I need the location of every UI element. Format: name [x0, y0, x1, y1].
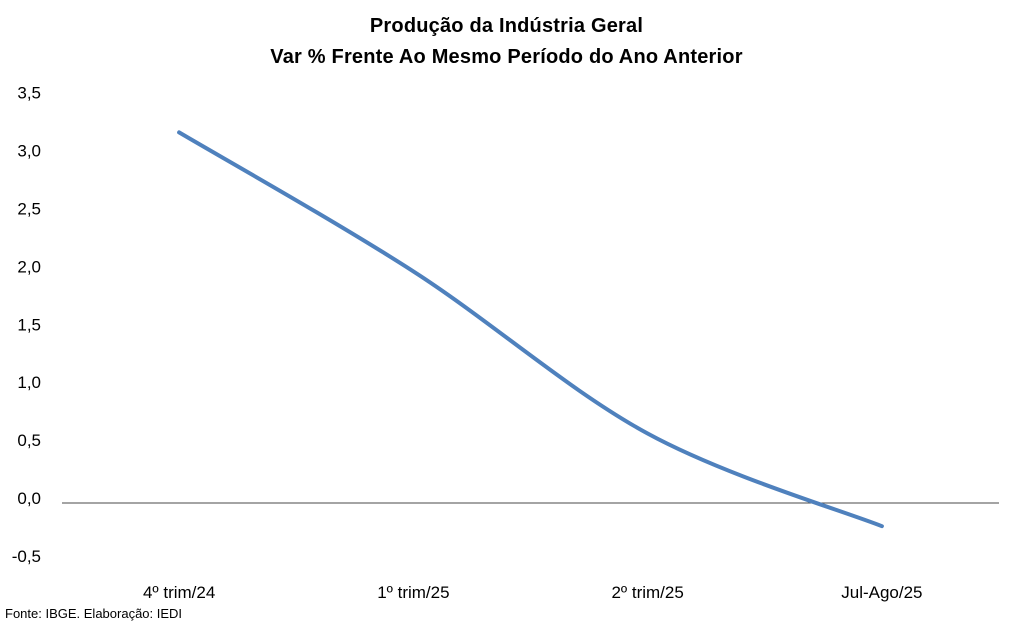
y-axis-tick-label: 2,0 — [17, 257, 41, 276]
data-series-line — [177, 130, 884, 529]
y-axis-tick-label: 1,5 — [17, 315, 41, 334]
x-axis-label: Jul-Ago/25 — [841, 583, 922, 602]
chart-title: Produção da Indústria Geral — [369, 15, 644, 37]
source-note: Fonte: IBGE. Elaboração: IEDI — [5, 606, 183, 621]
x-axis-label: 1º trim/25 — [377, 583, 449, 602]
y-axis-tick-label: 3,5 — [17, 84, 41, 103]
y-axis-tick-label: 2,5 — [17, 200, 41, 219]
chart-subtitle: Var % Frente Ao Mesmo Período do Ano Ant… — [270, 46, 743, 68]
y-axis-tick-label: 3,0 — [17, 142, 41, 161]
y-axis-tick-label: 1,0 — [17, 373, 41, 392]
y-axis-tick-label: 0,0 — [17, 489, 41, 508]
x-axis-label: 2º trim/25 — [611, 583, 683, 602]
y-axis-tick-label: 0,5 — [17, 431, 41, 450]
x-axis-label: 4º trim/24 — [143, 583, 215, 602]
chart-titles: Produção da Indústria Geral Var % Frente… — [0, 11, 1013, 73]
y-axis-tick-label: -0,5 — [12, 547, 41, 566]
